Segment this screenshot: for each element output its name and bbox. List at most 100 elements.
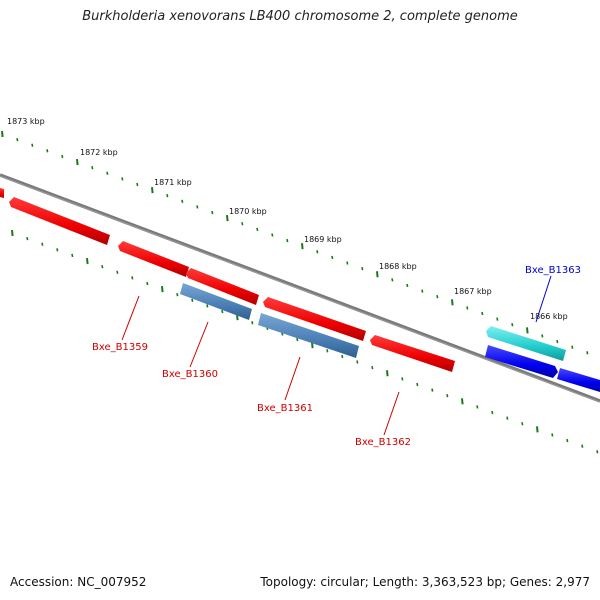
inner-tick [26,236,29,241]
outer-tick [421,289,424,293]
inner-tick [446,394,449,398]
gene-bxe-b1359 [9,197,110,245]
ruler-label-1866: 1866 kbp [530,312,568,321]
inner-tick [536,426,539,433]
ruler-label-1868: 1868 kbp [379,262,417,271]
outer-tick [256,227,259,232]
gene-bxe-b1362 [263,297,366,341]
outer-tick [136,182,139,187]
inner-tick [581,444,584,448]
inner-tick [566,438,569,443]
inner-tick [476,405,479,409]
outer-tick [241,222,244,226]
inner-tick [206,304,209,308]
inner-tick [41,242,44,246]
ruler-label-1872: 1872 kbp [80,148,118,157]
inner-tick [131,276,134,280]
gene-forward-partial [0,188,4,198]
ruler-labels: 1873 kbp 1872 kbp 1871 kbp 1870 kbp 1869… [7,117,568,321]
reverse-strand-genes [180,283,600,392]
outer-tick [16,137,19,142]
outer-tick [226,215,229,222]
outer-tick [391,278,394,282]
inner-tick [461,398,464,405]
outer-tick [91,166,94,170]
outer-tick [571,345,574,349]
outer-tick [286,238,289,243]
outer-tick [376,271,379,278]
gene-reverse-4 [557,368,600,392]
gene-bxe-b1360 [118,241,189,277]
gene-reverse-3 [485,345,558,378]
outer-tick [271,233,274,237]
outer-tick [46,149,49,153]
inner-tick [491,410,494,415]
outer-tick [331,255,334,260]
outer-tick [106,171,109,175]
inner-tick [521,422,524,426]
outer-tick [406,283,409,288]
outer-tick [436,295,439,299]
inner-tick [416,382,419,387]
outer-tick [361,266,364,271]
gene-label-bxe-b1362: Bxe_B1362 [355,437,411,448]
genome-summary-text: Topology: circular; Length: 3,363,523 bp… [260,575,590,589]
gene-label-bxe-b1361: Bxe_B1361 [257,403,313,414]
outer-tick-row [1,130,589,355]
inner-tick [551,433,554,437]
outer-tick [196,205,199,209]
gene-labels: Bxe_B1359 Bxe_B1360 Bxe_B1361 Bxe_B1362 … [92,265,581,448]
ruler-label-1871: 1871 kbp [154,178,192,187]
outer-tick [346,261,349,265]
inner-tick [86,257,89,265]
inner-tick [146,281,149,286]
outer-tick [541,334,544,338]
forward-strand-genes [0,188,566,372]
outer-tick [316,250,319,254]
outer-tick [121,177,124,181]
outer-tick [211,210,214,215]
outer-tick [511,323,514,327]
ruler-label-1873: 1873 kbp [7,117,45,126]
inner-tick [356,360,359,364]
gene-bxe-b1362-tail [370,335,455,372]
outer-tick [526,327,529,334]
inner-tick [296,337,299,342]
ruler-label-1867: 1867 kbp [454,287,492,296]
outer-tick [496,317,499,321]
inner-tick [71,253,74,258]
gene-label-bxe-b1359: Bxe_B1359 [92,342,148,353]
outer-tick [1,130,4,138]
gene-label-bxe-b1360: Bxe_B1360 [162,369,218,380]
inner-tick [506,416,509,420]
inner-tick [371,365,374,370]
inner-tick [596,450,599,454]
outer-tick [466,306,469,310]
ruler-label-1870: 1870 kbp [229,207,267,216]
outer-tick [451,299,454,306]
outer-tick [586,351,589,355]
inner-tick [56,248,59,252]
gene-reverse-2 [258,313,359,358]
inner-tick [431,388,434,392]
accession-text: Accession: NC_007952 [10,575,147,589]
inner-tick [221,309,224,314]
outer-tick [556,339,559,344]
gene-label-bxe-b1363: Bxe_B1363 [525,265,581,276]
inner-tick [191,298,194,302]
inner-tick [116,270,119,274]
ruler-label-1869: 1869 kbp [304,235,342,244]
backbone [0,173,600,403]
outer-tick [151,187,154,194]
outer-tick [76,158,79,166]
gene-bxe-b1363 [486,326,566,361]
inner-tick [251,321,254,325]
inner-tick [401,377,404,381]
inner-tick [161,286,164,293]
outer-tick [301,243,304,250]
inner-tick [11,229,14,237]
gene-reverse-1 [180,283,252,320]
inner-tick [386,370,389,377]
label-leaders [121,275,552,436]
